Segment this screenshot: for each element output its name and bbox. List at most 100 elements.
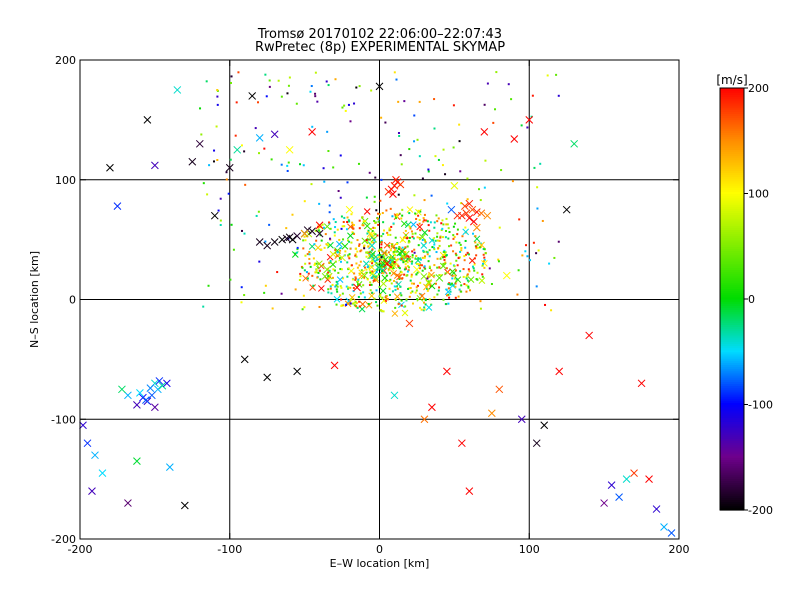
cluster-1-point	[148, 391, 156, 400]
data-point-dot	[327, 271, 330, 274]
data-point-dot	[458, 123, 461, 126]
scatter-point	[173, 86, 182, 94]
data-point-dot	[380, 248, 383, 251]
y-tick-label: -100	[51, 413, 76, 426]
colorbar-segment	[720, 349, 744, 353]
colorbar-segment	[720, 313, 744, 317]
colorbar-segment	[720, 311, 744, 315]
colorbar-segment	[720, 307, 744, 311]
scatter-point	[637, 379, 646, 388]
data-point-dot	[302, 164, 305, 167]
data-point-dot	[379, 213, 382, 216]
data-point-dot	[537, 249, 540, 252]
colorbar-label: [m/s]	[716, 73, 747, 87]
data-point-dot	[408, 212, 411, 215]
data-point-dot	[467, 286, 470, 289]
cluster-1-point	[136, 389, 144, 397]
data-point-dot	[340, 215, 343, 218]
data-point-dot	[398, 277, 401, 280]
data-point-dot	[355, 305, 358, 308]
data-point-dot	[463, 259, 466, 262]
colorbar-segment	[720, 366, 744, 370]
colorbar-segment	[720, 343, 744, 347]
data-point-dot	[322, 167, 325, 170]
colorbar-segment	[720, 453, 744, 456]
data-point-dot	[433, 98, 436, 101]
scatter-point	[532, 439, 541, 448]
data-point-dot	[320, 248, 323, 251]
colorbar-segment	[720, 457, 744, 460]
data-point-dot	[411, 256, 414, 259]
colorbar-segment	[720, 301, 744, 304]
data-point-dot	[456, 233, 459, 236]
data-point-dot	[382, 272, 385, 275]
data-point-dot	[321, 223, 324, 226]
data-point-dot	[325, 243, 328, 246]
colorbar-segment	[720, 161, 744, 165]
scatter-point	[390, 391, 399, 400]
data-point-dot	[318, 202, 321, 205]
data-point-cross	[467, 276, 475, 283]
data-point-dot	[398, 267, 401, 270]
data-point-dot	[445, 254, 448, 257]
data-point-dot	[437, 247, 440, 250]
data-point-dot	[517, 269, 520, 272]
data-point-dot	[340, 304, 343, 307]
data-point-dot	[412, 237, 415, 240]
data-point-dot	[371, 248, 374, 251]
data-point-dot	[329, 274, 332, 277]
data-point-dot	[217, 209, 220, 212]
data-point-dot	[348, 257, 351, 260]
scatter-point	[622, 475, 631, 483]
data-point-cross	[462, 228, 470, 236]
data-point-dot	[378, 255, 381, 258]
data-point-dot	[391, 243, 394, 246]
data-point-dot	[410, 230, 413, 233]
data-point-dot	[388, 287, 391, 290]
colorbar-segment	[720, 256, 744, 260]
data-point-dot	[544, 303, 547, 306]
data-point-dot	[550, 309, 553, 312]
data-point-dot	[355, 255, 358, 258]
scatter-point	[660, 523, 668, 531]
colorbar-segment	[720, 159, 744, 163]
colorbar-segment	[720, 404, 744, 408]
data-point-dot	[411, 254, 414, 257]
data-point-dot	[483, 266, 486, 269]
data-point-dot	[385, 253, 388, 256]
data-point-dot	[409, 279, 412, 282]
data-point-cross	[393, 293, 401, 300]
data-point-dot	[455, 254, 458, 257]
data-point-cross	[421, 229, 429, 236]
data-point-dot	[312, 257, 315, 260]
data-point-dot	[263, 291, 266, 294]
colorbar-tick-label: -100	[748, 399, 773, 412]
data-point-dot	[433, 127, 436, 130]
data-point-dot	[511, 180, 514, 183]
colorbar-segment	[720, 265, 744, 268]
data-point-dot	[333, 231, 336, 234]
colorbar-segment	[720, 201, 744, 205]
data-point-dot	[395, 242, 398, 245]
data-point-dot	[425, 250, 428, 253]
data-point-dot	[421, 238, 424, 241]
scatter-point	[540, 421, 549, 430]
colorbar-segment	[720, 254, 744, 258]
data-point-dot	[548, 262, 551, 265]
colorbar-segment	[720, 151, 744, 155]
data-point-dot	[404, 250, 407, 253]
data-point-dot	[411, 302, 414, 305]
data-point-dot	[427, 168, 430, 171]
colorbar-segment	[720, 109, 744, 112]
data-point-dot	[408, 266, 411, 269]
data-point-dot	[347, 268, 350, 271]
data-point-dot	[302, 239, 305, 242]
data-point-dot	[264, 73, 267, 76]
data-point-dot	[258, 260, 261, 263]
data-point-dot	[304, 254, 307, 257]
data-point-dot	[460, 284, 463, 287]
colorbar-segment	[720, 153, 744, 157]
colorbar-segment	[720, 138, 744, 142]
data-point-dot	[479, 242, 482, 245]
colorbar-segment	[720, 429, 744, 433]
